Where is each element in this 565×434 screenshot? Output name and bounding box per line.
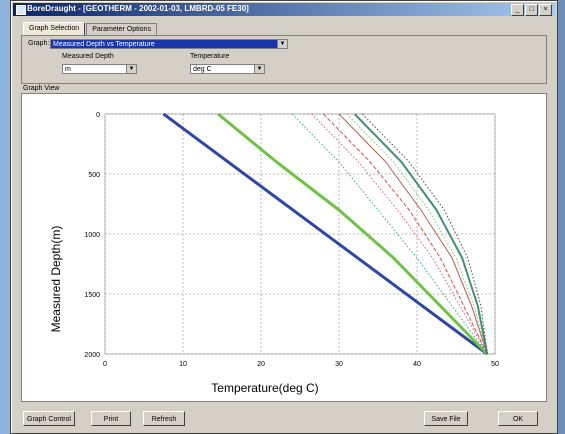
tab-graph-selection[interactable]: Graph Selection (23, 22, 86, 35)
graph-view-label: Graph View (23, 85, 60, 92)
temperature-select[interactable]: deg C ▼ (190, 64, 265, 74)
series-line-4 (311, 113, 488, 355)
graph-label: Graph: (28, 40, 50, 47)
desktop-background (0, 0, 12, 434)
series-line-8 (353, 113, 489, 355)
series-line-6 (338, 113, 488, 355)
x-tick-label: 20 (257, 361, 265, 368)
x-tick-label: 50 (491, 361, 499, 368)
series-line-7 (346, 113, 488, 355)
chart-series (162, 112, 489, 356)
window-title: BoreDraught - [GEOTHERM - 2002-01-03, LM… (27, 4, 249, 13)
y-tick-label: 0 (96, 112, 100, 119)
graph-view: 0 10 20 30 40 50 0 500 1000 1500 2000 Temperature(… (21, 93, 547, 402)
measured-depth-label: Measured Depth (62, 53, 114, 60)
close-button[interactable]: × (539, 4, 552, 16)
tab-strip: Graph Selection Parameter Options (23, 22, 158, 35)
y-tick-label: 1500 (84, 292, 100, 299)
chevron-down-icon[interactable]: ▼ (126, 65, 136, 73)
tab-parameter-options[interactable]: Parameter Options (86, 23, 157, 35)
y-axis-label: Measured Depth(m) (49, 226, 63, 333)
x-tick-label: 30 (335, 361, 343, 368)
series-line-3 (291, 113, 488, 355)
graph-select-value: Measured Depth vs Temperature (53, 41, 155, 48)
y-tick-label: 500 (88, 172, 100, 179)
graph-control-button[interactable]: Graph Control (23, 411, 75, 426)
app-icon (16, 5, 26, 15)
graph-select[interactable]: Measured Depth vs Temperature ▼ (50, 39, 288, 49)
chevron-down-icon[interactable]: ▼ (277, 40, 287, 48)
temperature-value: deg C (193, 66, 212, 73)
temperature-label: Temperature (190, 53, 230, 60)
save-file-button[interactable]: Save File (424, 411, 468, 426)
chart-grid (104, 113, 496, 355)
measured-depth-select[interactable]: m ▼ (62, 64, 137, 74)
series-line-1 (162, 112, 489, 356)
y-tick-label: 2000 (84, 352, 100, 359)
minimize-button[interactable]: _ (511, 4, 524, 16)
x-tick-label: 40 (413, 361, 421, 368)
graph-selection-panel: Graph: Measured Depth vs Temperature ▼ M… (21, 35, 547, 84)
series-line-5 (323, 113, 488, 355)
maximize-button[interactable]: □ (525, 4, 538, 16)
ok-button[interactable]: OK (498, 411, 538, 426)
window-controls: _ □ × (511, 4, 552, 16)
refresh-button[interactable]: Refresh (143, 411, 185, 426)
x-axis-label: Temperature(deg C) (211, 381, 318, 395)
chevron-down-icon[interactable]: ▼ (254, 65, 264, 73)
title-bar[interactable]: BoreDraught - [GEOTHERM - 2002-01-03, LM… (13, 3, 555, 16)
print-button[interactable]: Print (91, 411, 131, 426)
series-line-2 (217, 112, 489, 356)
y-tick-label: 1000 (84, 232, 100, 239)
app-window: BoreDraught - [GEOTHERM - 2002-01-03, LM… (10, 0, 558, 434)
x-tick-label: 0 (103, 361, 107, 368)
x-tick-label: 10 (179, 361, 187, 368)
measured-depth-value: m (65, 66, 71, 73)
